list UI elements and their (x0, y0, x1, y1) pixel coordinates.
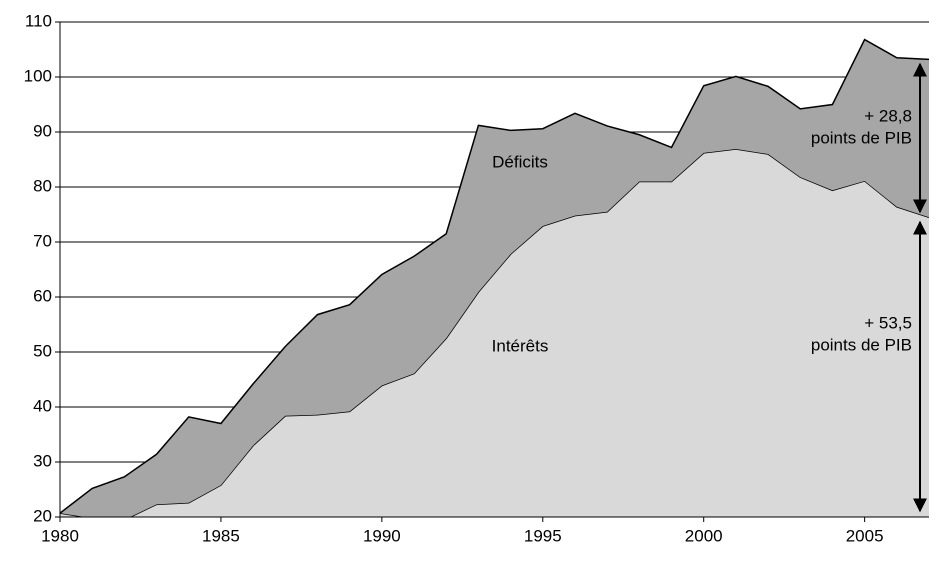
line (60, 148, 929, 517)
areas (60, 38, 929, 517)
annotation: Intérêts (492, 336, 549, 355)
y-tick-label: 20 (33, 506, 52, 525)
annotation: + 28,8 (864, 106, 912, 125)
axes: 20 30 40 50 60 70 80 90 100 110 1980 1985 1990 1995 20… (24, 11, 929, 545)
y-tick-label: 110 (25, 11, 52, 30)
annotation: points de PIB (811, 335, 912, 354)
y-tick-label: 70 (33, 231, 52, 250)
annotation: + 53,5 (864, 313, 912, 332)
line (60, 38, 929, 514)
annotation: points de PIB (811, 128, 912, 147)
y-tick-label: 30 (33, 451, 52, 470)
area (60, 149, 929, 517)
x-tick-label: 1995 (524, 526, 562, 545)
x-tick-label: 1980 (41, 526, 79, 545)
y-tick-label: 100 (24, 66, 52, 85)
y-tick-label: 90 (33, 121, 52, 140)
y-tick-label: 80 (33, 176, 52, 195)
x-tick-label: 1985 (202, 526, 240, 545)
x-tick-label: 2005 (846, 526, 884, 545)
annotation: Déficits (492, 152, 548, 171)
y-tick-label: 60 (33, 286, 52, 305)
area (60, 39, 929, 517)
y-tick-label: 40 (33, 396, 52, 415)
y-tick-label: 50 (33, 341, 52, 360)
x-tick-label: 1990 (363, 526, 401, 545)
x-tick-label: 2000 (685, 526, 723, 545)
